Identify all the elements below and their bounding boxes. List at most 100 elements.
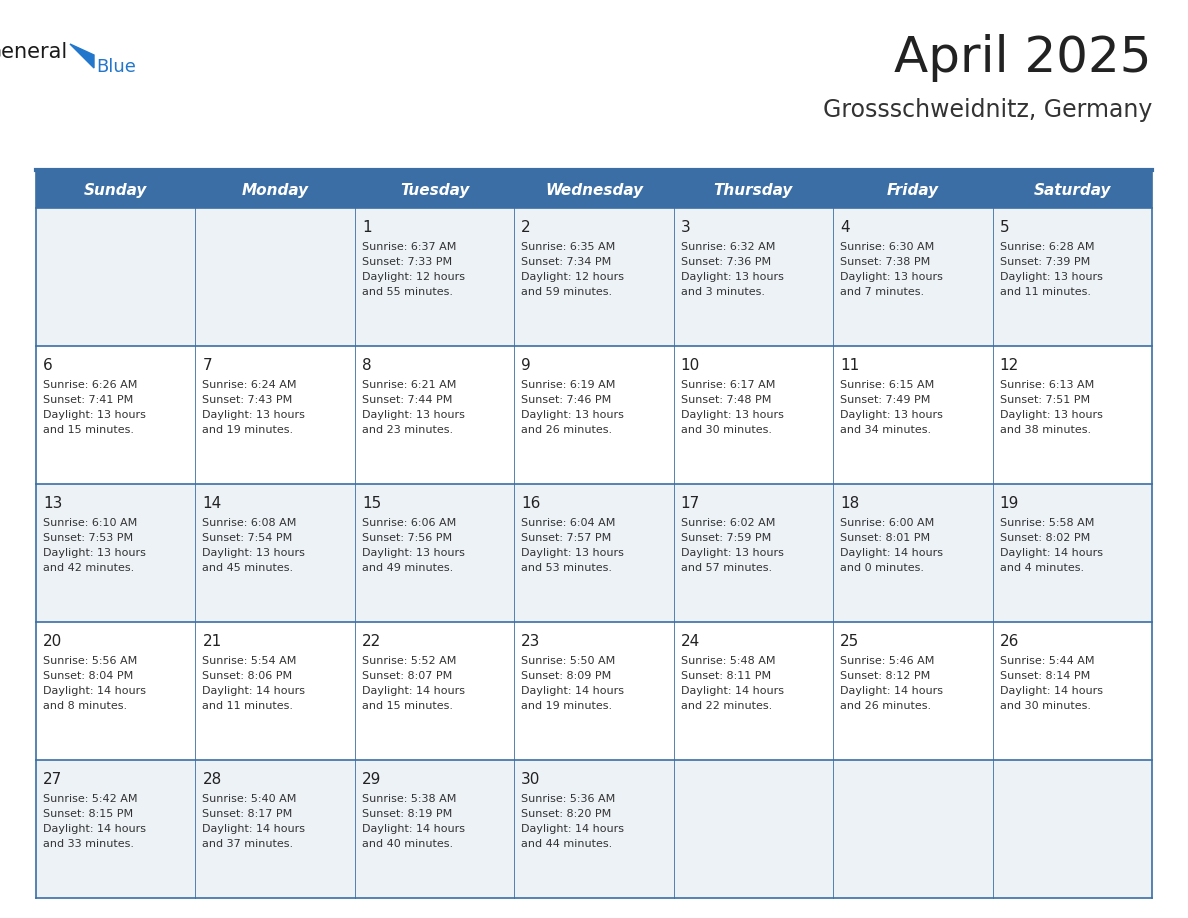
Text: and 49 minutes.: and 49 minutes. bbox=[362, 563, 453, 573]
Text: and 7 minutes.: and 7 minutes. bbox=[840, 287, 924, 297]
Text: Daylight: 13 hours: Daylight: 13 hours bbox=[681, 410, 784, 420]
Text: and 11 minutes.: and 11 minutes. bbox=[999, 287, 1091, 297]
Text: Sunrise: 5:48 AM: Sunrise: 5:48 AM bbox=[681, 656, 776, 666]
Text: and 40 minutes.: and 40 minutes. bbox=[362, 839, 453, 849]
Text: Thursday: Thursday bbox=[714, 183, 794, 197]
Text: Daylight: 14 hours: Daylight: 14 hours bbox=[202, 824, 305, 834]
Text: Daylight: 13 hours: Daylight: 13 hours bbox=[522, 410, 624, 420]
Text: and 42 minutes.: and 42 minutes. bbox=[43, 563, 134, 573]
Text: and 45 minutes.: and 45 minutes. bbox=[202, 563, 293, 573]
Text: 5: 5 bbox=[999, 220, 1009, 235]
Text: and 33 minutes.: and 33 minutes. bbox=[43, 839, 134, 849]
Text: 22: 22 bbox=[362, 634, 381, 649]
Text: Sunset: 7:59 PM: Sunset: 7:59 PM bbox=[681, 533, 771, 543]
Text: Sunrise: 6:35 AM: Sunrise: 6:35 AM bbox=[522, 242, 615, 252]
Text: Sunrise: 5:50 AM: Sunrise: 5:50 AM bbox=[522, 656, 615, 666]
Text: and 11 minutes.: and 11 minutes. bbox=[202, 701, 293, 711]
Text: Sunrise: 5:52 AM: Sunrise: 5:52 AM bbox=[362, 656, 456, 666]
Text: Sunset: 7:53 PM: Sunset: 7:53 PM bbox=[43, 533, 133, 543]
Text: Daylight: 12 hours: Daylight: 12 hours bbox=[362, 272, 465, 282]
Text: 8: 8 bbox=[362, 358, 372, 373]
Text: Daylight: 14 hours: Daylight: 14 hours bbox=[202, 686, 305, 696]
Text: Tuesday: Tuesday bbox=[400, 183, 469, 197]
Text: and 26 minutes.: and 26 minutes. bbox=[522, 425, 612, 435]
Text: Sunrise: 6:02 AM: Sunrise: 6:02 AM bbox=[681, 518, 775, 528]
Text: Sunrise: 5:36 AM: Sunrise: 5:36 AM bbox=[522, 794, 615, 804]
Text: Sunrise: 5:46 AM: Sunrise: 5:46 AM bbox=[840, 656, 935, 666]
Text: Sunset: 8:09 PM: Sunset: 8:09 PM bbox=[522, 671, 612, 681]
Text: and 37 minutes.: and 37 minutes. bbox=[202, 839, 293, 849]
Text: 13: 13 bbox=[43, 496, 63, 511]
Text: and 22 minutes.: and 22 minutes. bbox=[681, 701, 772, 711]
Text: Sunset: 7:33 PM: Sunset: 7:33 PM bbox=[362, 257, 451, 267]
Text: and 4 minutes.: and 4 minutes. bbox=[999, 563, 1083, 573]
Text: Sunset: 8:15 PM: Sunset: 8:15 PM bbox=[43, 809, 133, 819]
Text: Daylight: 14 hours: Daylight: 14 hours bbox=[522, 824, 624, 834]
Text: Daylight: 14 hours: Daylight: 14 hours bbox=[362, 824, 465, 834]
Text: Sunset: 8:06 PM: Sunset: 8:06 PM bbox=[202, 671, 292, 681]
Text: 3: 3 bbox=[681, 220, 690, 235]
Text: and 8 minutes.: and 8 minutes. bbox=[43, 701, 127, 711]
Text: Sunrise: 6:19 AM: Sunrise: 6:19 AM bbox=[522, 380, 615, 390]
Text: Daylight: 13 hours: Daylight: 13 hours bbox=[43, 548, 146, 558]
Text: Sunrise: 6:17 AM: Sunrise: 6:17 AM bbox=[681, 380, 775, 390]
Text: 26: 26 bbox=[999, 634, 1019, 649]
Text: Sunrise: 6:13 AM: Sunrise: 6:13 AM bbox=[999, 380, 1094, 390]
Text: Sunset: 8:11 PM: Sunset: 8:11 PM bbox=[681, 671, 771, 681]
Text: Monday: Monday bbox=[241, 183, 309, 197]
Text: Sunset: 7:34 PM: Sunset: 7:34 PM bbox=[522, 257, 612, 267]
Text: Sunset: 8:17 PM: Sunset: 8:17 PM bbox=[202, 809, 292, 819]
Text: General: General bbox=[0, 42, 68, 62]
Text: and 0 minutes.: and 0 minutes. bbox=[840, 563, 924, 573]
Text: 29: 29 bbox=[362, 772, 381, 787]
Text: Sunset: 7:39 PM: Sunset: 7:39 PM bbox=[999, 257, 1089, 267]
Bar bbox=[36, 760, 1152, 898]
Text: Grossschweidnitz, Germany: Grossschweidnitz, Germany bbox=[822, 98, 1152, 122]
Text: Sunrise: 5:44 AM: Sunrise: 5:44 AM bbox=[999, 656, 1094, 666]
Text: and 30 minutes.: and 30 minutes. bbox=[681, 425, 772, 435]
Text: Sunset: 7:44 PM: Sunset: 7:44 PM bbox=[362, 395, 453, 405]
Text: and 19 minutes.: and 19 minutes. bbox=[522, 701, 612, 711]
Text: Sunrise: 5:58 AM: Sunrise: 5:58 AM bbox=[999, 518, 1094, 528]
Text: 16: 16 bbox=[522, 496, 541, 511]
Text: Sunrise: 6:28 AM: Sunrise: 6:28 AM bbox=[999, 242, 1094, 252]
Text: 12: 12 bbox=[999, 358, 1019, 373]
Text: 6: 6 bbox=[43, 358, 52, 373]
Text: Daylight: 14 hours: Daylight: 14 hours bbox=[681, 686, 784, 696]
Text: Sunset: 8:04 PM: Sunset: 8:04 PM bbox=[43, 671, 133, 681]
Polygon shape bbox=[70, 44, 94, 68]
Text: and 23 minutes.: and 23 minutes. bbox=[362, 425, 453, 435]
Text: Sunrise: 6:06 AM: Sunrise: 6:06 AM bbox=[362, 518, 456, 528]
Text: Daylight: 13 hours: Daylight: 13 hours bbox=[999, 272, 1102, 282]
Text: Daylight: 14 hours: Daylight: 14 hours bbox=[999, 686, 1102, 696]
Text: Daylight: 14 hours: Daylight: 14 hours bbox=[840, 686, 943, 696]
Text: Sunset: 7:36 PM: Sunset: 7:36 PM bbox=[681, 257, 771, 267]
Text: Daylight: 13 hours: Daylight: 13 hours bbox=[840, 410, 943, 420]
Text: Sunrise: 6:26 AM: Sunrise: 6:26 AM bbox=[43, 380, 138, 390]
Text: Sunset: 7:56 PM: Sunset: 7:56 PM bbox=[362, 533, 451, 543]
Text: Daylight: 14 hours: Daylight: 14 hours bbox=[999, 548, 1102, 558]
Text: 11: 11 bbox=[840, 358, 859, 373]
Text: Sunrise: 6:24 AM: Sunrise: 6:24 AM bbox=[202, 380, 297, 390]
Text: Saturday: Saturday bbox=[1034, 183, 1111, 197]
Text: Daylight: 14 hours: Daylight: 14 hours bbox=[362, 686, 465, 696]
Text: 15: 15 bbox=[362, 496, 381, 511]
Text: Daylight: 13 hours: Daylight: 13 hours bbox=[362, 410, 465, 420]
Text: Sunset: 7:54 PM: Sunset: 7:54 PM bbox=[202, 533, 292, 543]
Text: Sunset: 7:51 PM: Sunset: 7:51 PM bbox=[999, 395, 1089, 405]
Text: Sunset: 7:46 PM: Sunset: 7:46 PM bbox=[522, 395, 612, 405]
Text: Sunrise: 6:08 AM: Sunrise: 6:08 AM bbox=[202, 518, 297, 528]
Text: 9: 9 bbox=[522, 358, 531, 373]
Text: Daylight: 13 hours: Daylight: 13 hours bbox=[522, 548, 624, 558]
Text: Sunset: 8:12 PM: Sunset: 8:12 PM bbox=[840, 671, 930, 681]
Text: Blue: Blue bbox=[96, 58, 135, 76]
Bar bbox=[36, 208, 1152, 346]
Text: Sunset: 7:38 PM: Sunset: 7:38 PM bbox=[840, 257, 930, 267]
Text: and 59 minutes.: and 59 minutes. bbox=[522, 287, 612, 297]
Text: 4: 4 bbox=[840, 220, 849, 235]
Text: Sunrise: 5:42 AM: Sunrise: 5:42 AM bbox=[43, 794, 138, 804]
Text: 30: 30 bbox=[522, 772, 541, 787]
Text: Sunset: 7:43 PM: Sunset: 7:43 PM bbox=[202, 395, 292, 405]
Text: and 34 minutes.: and 34 minutes. bbox=[840, 425, 931, 435]
Text: Sunrise: 5:54 AM: Sunrise: 5:54 AM bbox=[202, 656, 297, 666]
